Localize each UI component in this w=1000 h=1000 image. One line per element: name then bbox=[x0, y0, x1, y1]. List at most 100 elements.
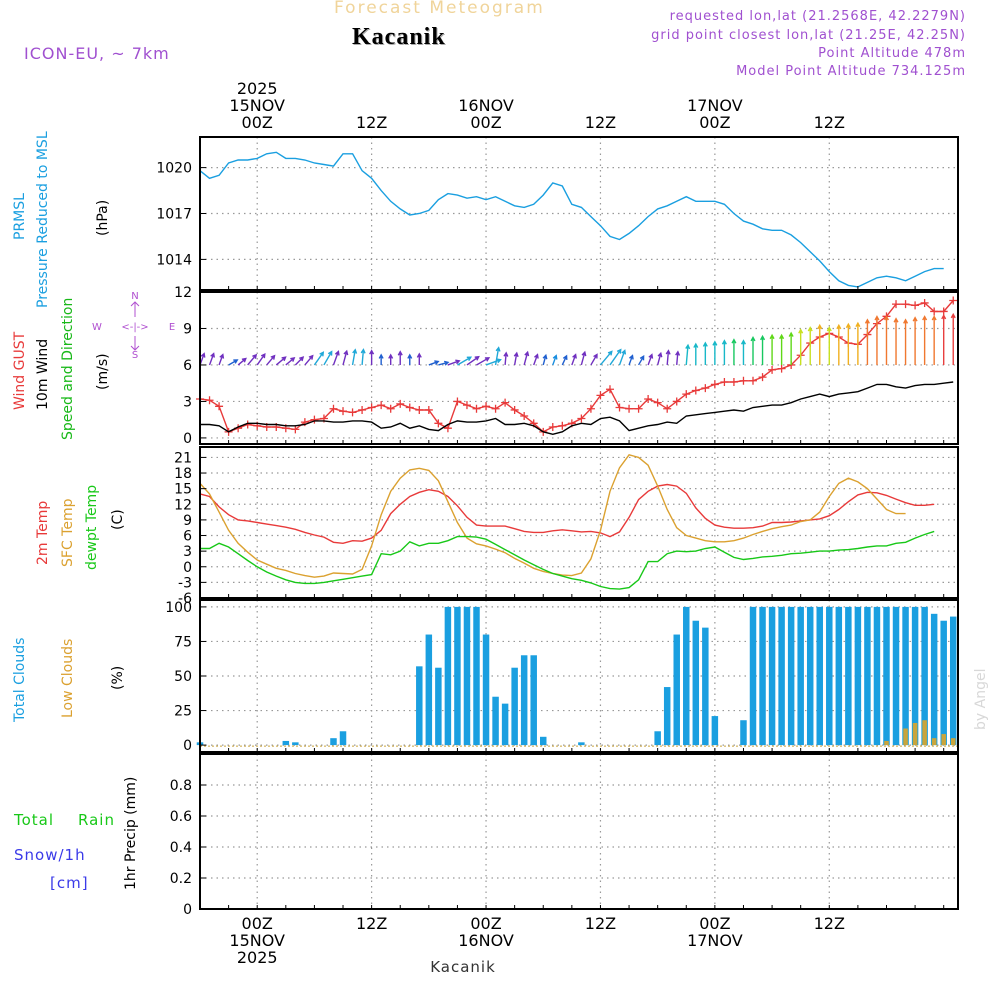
gust-marker bbox=[491, 404, 500, 413]
total-cloud-bar bbox=[797, 606, 804, 746]
ytick-label: 6 bbox=[183, 358, 192, 374]
gust-marker bbox=[701, 384, 710, 393]
gust-marker bbox=[482, 402, 491, 411]
ytick-label: 75 bbox=[174, 634, 192, 650]
gust-marker bbox=[949, 296, 958, 305]
credit-watermark: by Angel bbox=[973, 669, 989, 730]
gust-marker bbox=[749, 376, 758, 385]
series-prmsl bbox=[199, 151, 944, 288]
total-cloud-bar bbox=[663, 687, 671, 746]
panel-frame bbox=[199, 291, 959, 445]
gust-marker bbox=[892, 300, 901, 309]
gust-marker bbox=[510, 405, 519, 414]
ytick-label: 0 bbox=[183, 902, 192, 918]
wind-arrow bbox=[760, 334, 766, 365]
low-clouds-label: Low Clouds bbox=[60, 639, 76, 718]
temp-unit-label: (C) bbox=[110, 509, 126, 530]
top-time-label: 2025 bbox=[237, 79, 278, 98]
wind-arrow bbox=[836, 323, 842, 365]
total-cloud-bar bbox=[454, 606, 461, 746]
top-time-label: 00Z bbox=[242, 113, 273, 132]
ytick-label: 12 bbox=[174, 285, 192, 301]
wind-arrow bbox=[351, 348, 358, 366]
wind-arrow bbox=[247, 353, 258, 366]
wind-arrow bbox=[580, 350, 587, 366]
gust-marker bbox=[596, 391, 605, 400]
gust-marker bbox=[377, 401, 386, 410]
wind-arrow bbox=[941, 314, 947, 365]
ytick-label: 0 bbox=[183, 431, 192, 447]
grid-point-coords: grid point closest lon,lat (21.25E, 42.2… bbox=[651, 28, 966, 43]
wind-arrow bbox=[798, 328, 804, 365]
total-cloud-bar bbox=[530, 655, 537, 746]
wind-arrow bbox=[845, 322, 851, 365]
gust-marker bbox=[901, 300, 910, 309]
gust-marker bbox=[615, 403, 624, 412]
total-cloud-bar bbox=[330, 738, 337, 746]
series-wind-gust bbox=[199, 300, 954, 433]
compass-arrow: <-|-> bbox=[121, 322, 148, 333]
wind-arrow bbox=[208, 352, 215, 366]
precip-rain-label: Rain bbox=[78, 811, 115, 829]
wind-arrow bbox=[721, 339, 727, 365]
total-cloud-bar bbox=[826, 606, 833, 746]
ytick-label: 9 bbox=[183, 321, 192, 337]
total-cloud-bar bbox=[768, 606, 776, 746]
wind-dir-label: Speed and Direction bbox=[60, 298, 76, 440]
ytick-label: 0.8 bbox=[170, 778, 192, 794]
wind-arrow bbox=[275, 356, 287, 366]
wind-arrow bbox=[590, 353, 598, 366]
bottom-time-label: 00Z bbox=[242, 914, 273, 933]
total-cloud-bar bbox=[578, 742, 585, 746]
wind-arrow bbox=[416, 352, 422, 365]
gust-marker bbox=[415, 405, 424, 414]
gust-marker bbox=[520, 412, 529, 421]
precip-unit-label: 1hr Precip (mm) bbox=[123, 777, 139, 890]
gust-marker bbox=[215, 402, 224, 411]
gust-marker bbox=[777, 364, 786, 373]
wind-arrow bbox=[304, 354, 314, 366]
wind-arrow bbox=[656, 351, 663, 366]
wind-arrow bbox=[378, 353, 384, 365]
ytick-label: 0.4 bbox=[170, 840, 192, 856]
wind-arrow bbox=[675, 350, 681, 366]
total-cloud-bar bbox=[845, 606, 852, 746]
bottom-time-label: 00Z bbox=[699, 914, 730, 933]
model-label: ICON-EU, ~ 7km bbox=[24, 44, 170, 63]
wind-arrow bbox=[931, 315, 937, 365]
wind-arrow bbox=[609, 348, 622, 366]
wind-arrow bbox=[912, 316, 918, 365]
gust-marker bbox=[625, 404, 634, 413]
wind-arrow bbox=[950, 312, 956, 365]
total-cloud-bar bbox=[511, 667, 518, 746]
gust-marker bbox=[930, 307, 939, 316]
wind-arrow bbox=[740, 339, 747, 365]
wind-arrow bbox=[323, 350, 333, 366]
wind-arrow bbox=[883, 315, 890, 365]
total-cloud-bar bbox=[883, 606, 890, 746]
total-cloud-bar bbox=[520, 655, 528, 746]
total-cloud-bar bbox=[492, 696, 499, 746]
ytick-label: -6 bbox=[178, 591, 192, 607]
wind-arrow bbox=[485, 358, 502, 366]
gust-marker bbox=[758, 373, 767, 382]
wind-arrow bbox=[476, 357, 491, 366]
ytick-label: 0.6 bbox=[170, 809, 192, 825]
total-cloud-bar bbox=[816, 606, 823, 746]
dewpt-temp-label: dewpt Temp bbox=[84, 485, 100, 570]
total-cloud-bar bbox=[940, 620, 947, 746]
wind-arrow bbox=[369, 349, 375, 365]
total-cloud-bar bbox=[778, 606, 785, 746]
total-cloud-bar bbox=[673, 634, 680, 746]
meteogram-title-top: Forecast Meteogram bbox=[334, 0, 545, 18]
wind-unit-label: (m/s) bbox=[95, 353, 111, 390]
series-dewpt-temp bbox=[200, 530, 935, 590]
total-cloud-bar bbox=[892, 606, 900, 746]
bottom-time-label: 17NOV bbox=[687, 931, 743, 950]
gust-marker bbox=[443, 424, 452, 433]
gust-marker bbox=[720, 377, 729, 386]
low-cloud-bar bbox=[941, 734, 946, 746]
wind-arrow bbox=[685, 343, 691, 366]
wind-arrow bbox=[922, 315, 928, 365]
